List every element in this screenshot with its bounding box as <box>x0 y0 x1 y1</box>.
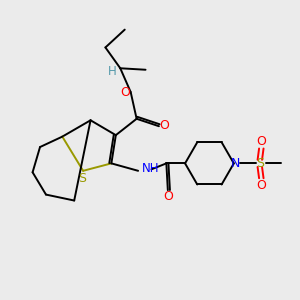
Text: O: O <box>163 190 173 203</box>
Text: S: S <box>256 157 265 170</box>
Text: NH: NH <box>142 162 159 175</box>
Text: O: O <box>159 119 169 132</box>
Text: O: O <box>120 85 130 98</box>
Text: H: H <box>108 65 116 78</box>
Text: N: N <box>231 157 240 170</box>
Text: O: O <box>256 178 266 192</box>
Text: O: O <box>256 135 266 148</box>
Text: S: S <box>78 172 86 185</box>
